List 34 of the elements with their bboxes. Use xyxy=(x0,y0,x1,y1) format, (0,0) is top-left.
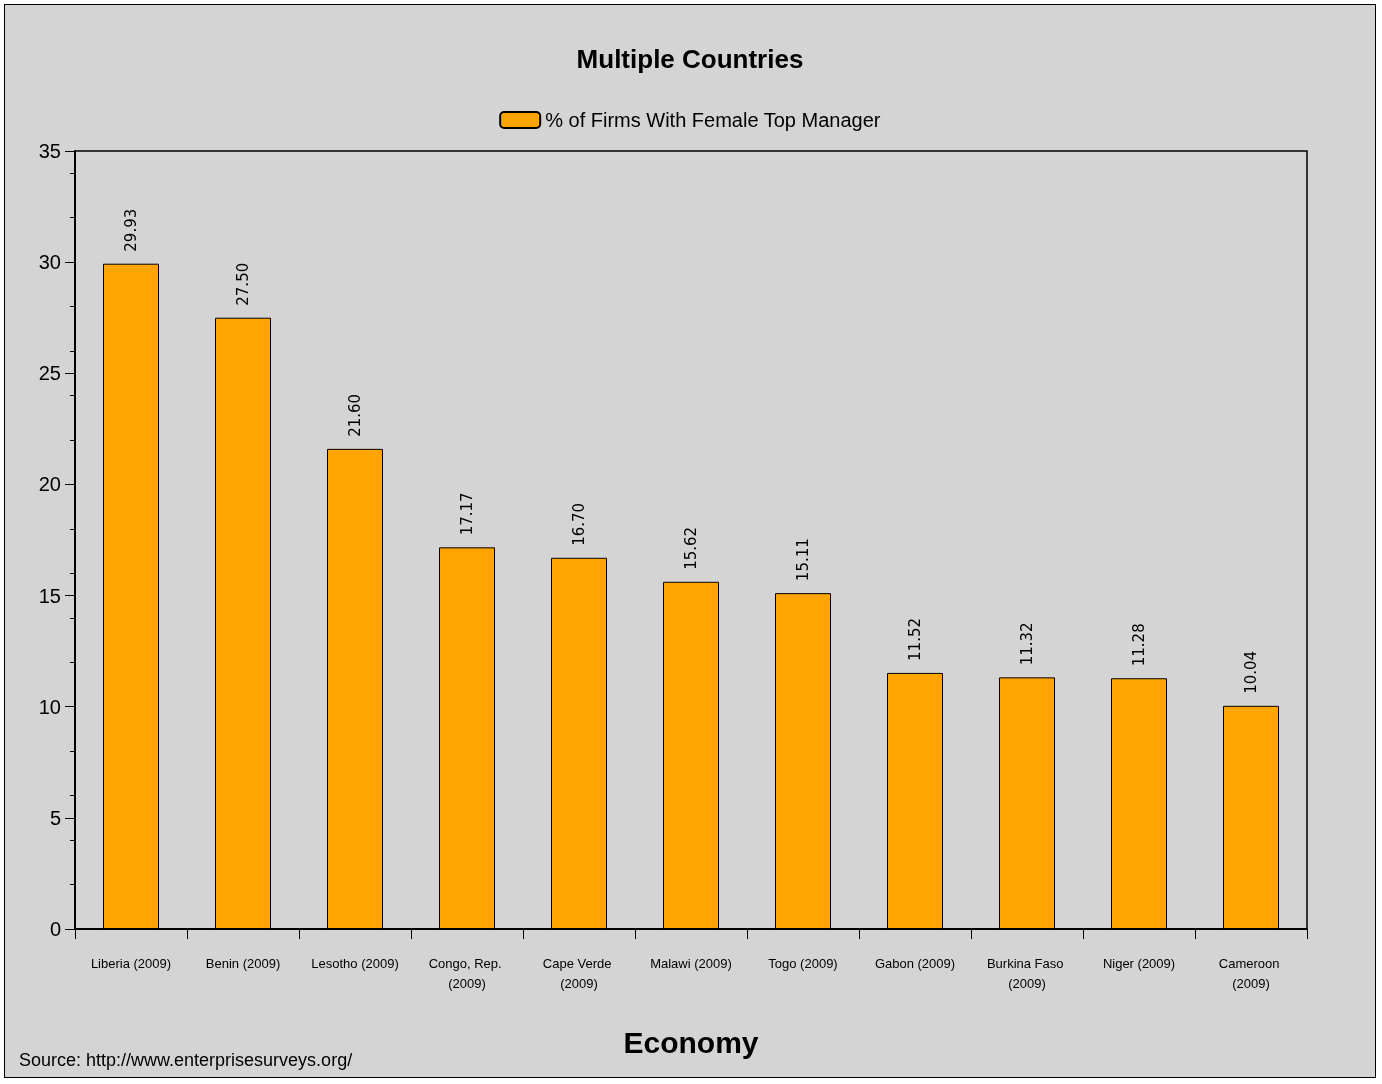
y-tick-label: 15 xyxy=(38,584,61,607)
data-label: 11.32 xyxy=(1018,622,1036,666)
y-tick-label: 20 xyxy=(38,473,61,496)
x-tick-label: Cameroon (2009) xyxy=(1218,955,1284,991)
data-label: 27.50 xyxy=(234,262,252,306)
data-label: 21.60 xyxy=(346,393,364,437)
x-tick-label: Gabon (2009) xyxy=(874,955,956,971)
x-axis-title: Economy xyxy=(623,1025,759,1059)
chart-title: Multiple Countries xyxy=(576,44,804,74)
x-tick-label: Niger (2009) xyxy=(1102,955,1176,971)
data-label: 15.11 xyxy=(794,538,812,582)
data-label: 15.62 xyxy=(682,526,700,570)
data-label: 29.93 xyxy=(122,208,140,252)
y-tick-label: 10 xyxy=(38,695,61,718)
x-tick-label: Cape Verde (2009) xyxy=(542,955,616,991)
x-tick-label: Congo, Rep. (2009) xyxy=(428,955,506,991)
x-tick-label: Togo (2009) xyxy=(768,955,838,971)
x-tick-label: Burkina Faso (2009) xyxy=(986,955,1068,991)
x-tick-label: Liberia (2009) xyxy=(90,955,172,971)
y-tick-label: 25 xyxy=(38,362,61,385)
y-tick-label: 30 xyxy=(38,251,61,274)
data-label: 16.70 xyxy=(570,502,588,546)
x-tick-label: Benin (2009) xyxy=(205,955,281,971)
y-tick-label: 5 xyxy=(49,806,61,829)
y-tick-label: 0 xyxy=(49,918,61,940)
data-label: 11.52 xyxy=(906,617,924,661)
x-tick-label: Malawi (2009) xyxy=(650,955,732,971)
data-label: 17.17 xyxy=(458,492,476,536)
source-note: Source: http://www.enterprisesurveys.org/ xyxy=(19,1050,353,1070)
data-label: 10.04 xyxy=(1242,650,1260,694)
y-tick-label: 35 xyxy=(38,140,61,162)
data-label: 11.28 xyxy=(1130,623,1148,667)
x-tick-label: Lesotho (2009) xyxy=(311,955,399,971)
legend-label: % of Firms With Female Top Manager xyxy=(545,109,881,131)
